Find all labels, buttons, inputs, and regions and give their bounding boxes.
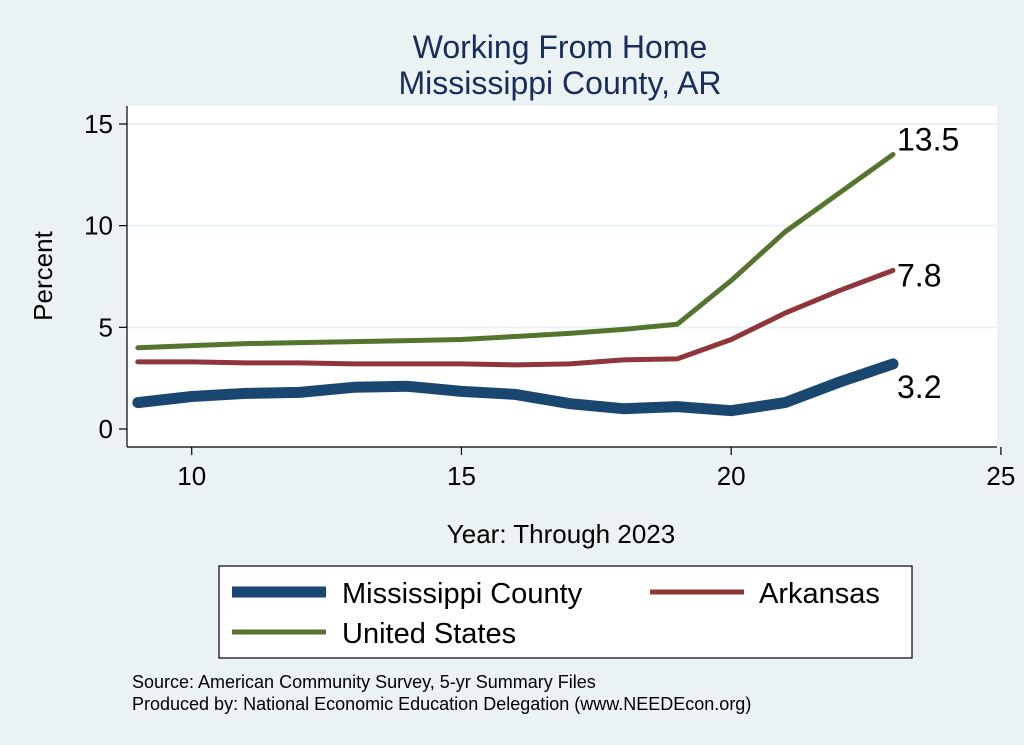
producer-note: Produced by: National Economic Education… <box>132 694 751 714</box>
y-tick-label-0: 0 <box>99 414 113 444</box>
axes <box>126 106 997 448</box>
y-tick-label-15: 15 <box>84 109 113 139</box>
x-tick-label-20: 20 <box>717 461 746 491</box>
y-tick-label-10: 10 <box>84 211 113 241</box>
end-label-arkansas: 7.8 <box>897 257 941 293</box>
series-line-arkansas <box>135 267 896 368</box>
x-tick-label-10: 10 <box>177 461 206 491</box>
end-labels: 3.2 7.8 13.5 <box>897 122 959 405</box>
x-tick-label-15: 15 <box>447 461 476 491</box>
source-note: Source: American Community Survey, 5-yr … <box>132 672 596 692</box>
y-tick-label-5: 5 <box>99 312 113 342</box>
gridlines <box>127 123 997 329</box>
end-label-united-states: 13.5 <box>897 122 959 158</box>
legend-label-united-states: United States <box>342 618 516 650</box>
end-label-mississippi-county: 3.2 <box>897 369 941 405</box>
series-lines <box>132 152 899 417</box>
series-line-united-states <box>135 152 896 351</box>
chart-subtitle: Mississippi County, AR <box>398 65 721 101</box>
chart-title: Working From Home <box>413 29 708 65</box>
y-axis-title: Percent <box>28 230 58 320</box>
legend-box <box>218 565 913 659</box>
y-ticks: 0 5 10 15 <box>84 109 127 444</box>
x-axis-title: Year: Through 2023 <box>447 519 675 549</box>
legend-label-arkansas: Arkansas <box>759 578 880 610</box>
legend: Mississippi County Arkansas United State… <box>218 565 913 659</box>
legend-label-mississippi-county: Mississippi County <box>342 578 583 610</box>
x-ticks: 10 15 20 25 <box>177 447 1015 491</box>
series-line-mississippi-county <box>132 358 899 417</box>
x-tick-label-25: 25 <box>986 461 1015 491</box>
